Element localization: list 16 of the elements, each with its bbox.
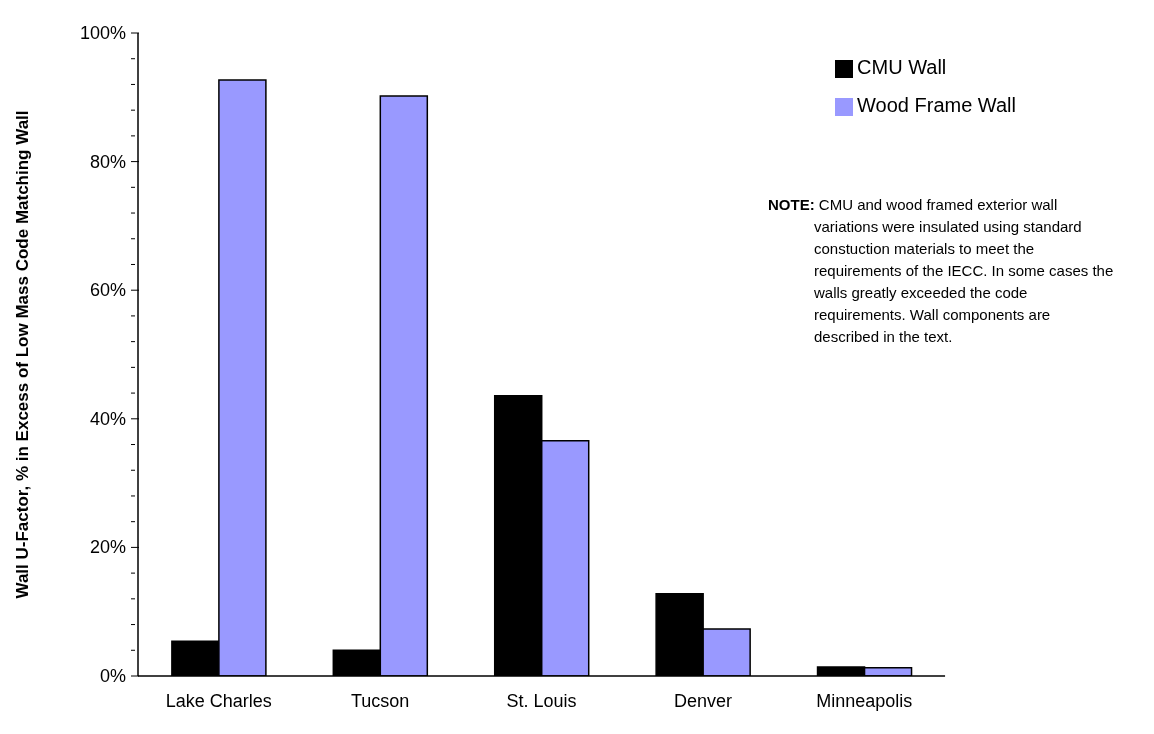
x-tick-label: Lake Charles bbox=[165, 690, 272, 711]
y-axis-title: Wall U-Factor, % in Excess of Low Mass Code Matching Wall bbox=[12, 110, 32, 599]
x-tick-label: Denver bbox=[673, 690, 732, 711]
y-tick-label: 20% bbox=[89, 537, 126, 558]
annotation: NOTE: bbox=[768, 196, 816, 213]
legend-label: Wood Frame Wall bbox=[857, 94, 1016, 116]
x-tick-label: St. Louis bbox=[506, 690, 577, 711]
x-tick-label: Minneapolis bbox=[816, 690, 913, 711]
y-tick-label: 40% bbox=[89, 408, 126, 429]
annotation: CMU and wood framed exterior wall variations were insulated using standard constuction materials to meet the requirements of the IECC. In some cases the walls greatly exceeded the code requirements. Wall components are described in the text. bbox=[814, 196, 1114, 345]
y-tick-label: 80% bbox=[89, 151, 126, 172]
y-tick-label: 100% bbox=[79, 23, 126, 43]
y-tick-label: 60% bbox=[89, 280, 126, 301]
y-tick-label: 0% bbox=[99, 666, 126, 686]
x-tick-label: Tucson bbox=[350, 690, 410, 711]
legend-label: CMU Wall bbox=[857, 56, 947, 78]
